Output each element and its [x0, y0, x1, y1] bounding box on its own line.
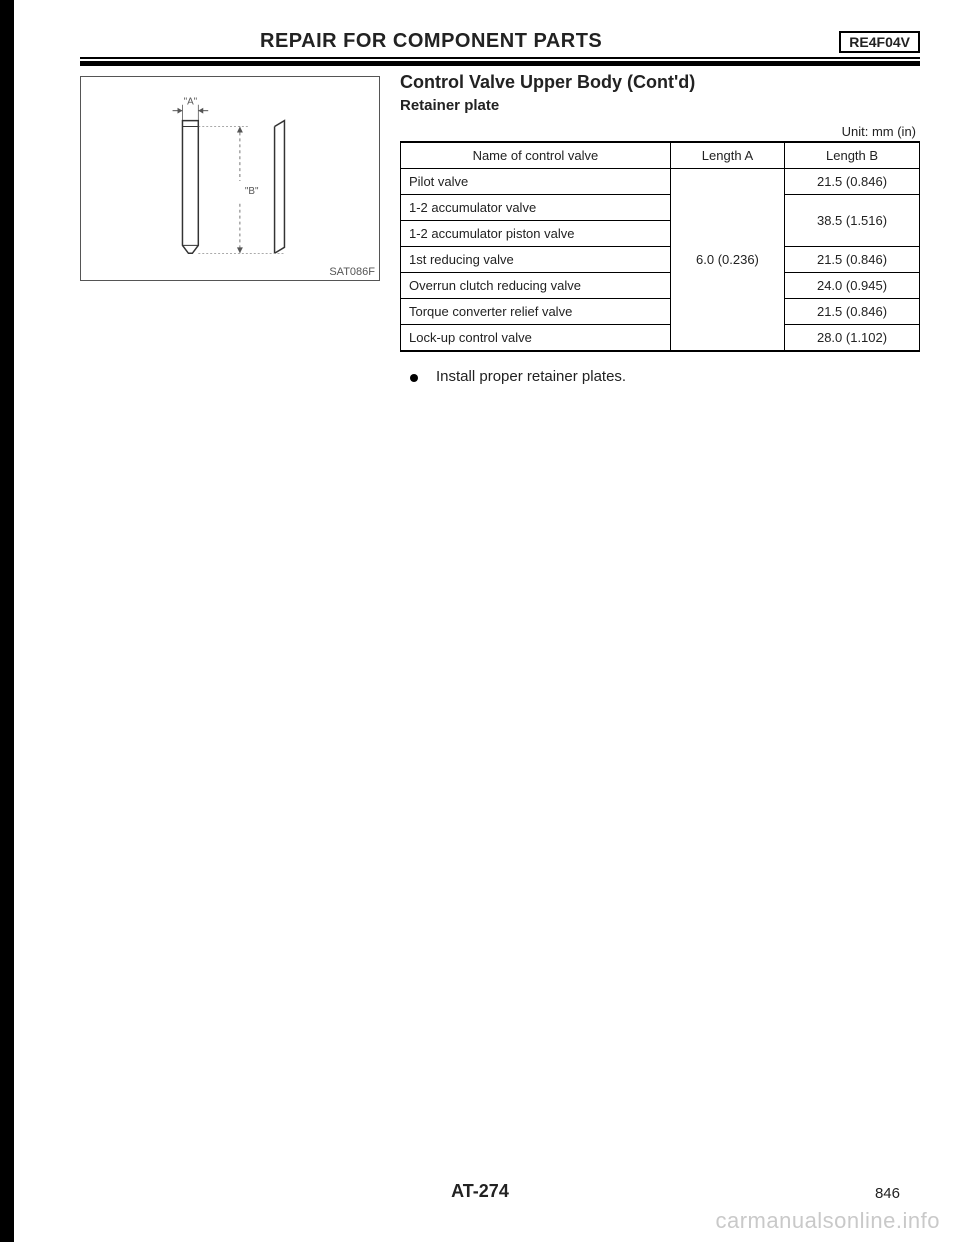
right-column: Control Valve Upper Body (Cont'd) Retain… [390, 72, 920, 385]
cell-length-b: 21.5 (0.846) [785, 247, 920, 273]
header-row: REPAIR FOR COMPONENT PARTS RE4F04V [30, 30, 930, 55]
diagram-svg: "A" "B" [81, 77, 379, 280]
section-subtitle: Retainer plate [400, 97, 920, 114]
col-length-b: Length B [785, 142, 920, 169]
dim-label-a: "A" [184, 97, 198, 108]
divider-thin [80, 57, 920, 59]
table-row: Lock-up control valve 28.0 (1.102) [401, 325, 920, 352]
col-length-a: Length A [670, 142, 784, 169]
retainer-table: Name of control valve Length A Length B … [400, 141, 920, 352]
table-header-row: Name of control valve Length A Length B [401, 142, 920, 169]
cell-name: 1st reducing valve [401, 247, 671, 273]
table-row: 1-2 accumulator valve 38.5 (1.516) [401, 195, 920, 221]
cell-name: Overrun clutch reducing valve [401, 273, 671, 299]
instruction-line: Install proper retainer plates. [400, 368, 920, 385]
cell-name: Pilot valve [401, 169, 671, 195]
left-column: "A" "B" [80, 72, 390, 385]
footer-section-page: AT-274 [0, 1181, 960, 1202]
diagram-ref: SAT086F [329, 266, 375, 278]
cell-name: Lock-up control valve [401, 325, 671, 352]
left-black-strip [0, 0, 14, 1242]
model-code-box: RE4F04V [839, 31, 920, 53]
cell-name: 1-2 accumulator piston valve [401, 221, 671, 247]
table-row: Torque converter relief valve 21.5 (0.84… [401, 299, 920, 325]
instruction-text: Install proper retainer plates. [436, 368, 626, 385]
unit-label: Unit: mm (in) [400, 124, 920, 139]
cell-length-b: 38.5 (1.516) [785, 195, 920, 247]
table-row: 1st reducing valve 21.5 (0.846) [401, 247, 920, 273]
content-area: "A" "B" [30, 72, 930, 385]
page-title: REPAIR FOR COMPONENT PARTS [260, 30, 602, 53]
col-name: Name of control valve [401, 142, 671, 169]
cell-length-b: 21.5 (0.846) [785, 299, 920, 325]
table-row: Overrun clutch reducing valve 24.0 (0.94… [401, 273, 920, 299]
footer-page-number: 846 [875, 1185, 900, 1202]
cell-length-a: 6.0 (0.236) [670, 169, 784, 352]
cell-name: 1-2 accumulator valve [401, 195, 671, 221]
cell-length-b: 24.0 (0.945) [785, 273, 920, 299]
cell-length-b: 21.5 (0.846) [785, 169, 920, 195]
dim-label-b: "B" [245, 186, 259, 197]
cell-name: Torque converter relief valve [401, 299, 671, 325]
watermark: carmanualsonline.info [715, 1208, 940, 1234]
retainer-diagram: "A" "B" [80, 76, 380, 281]
divider-thick [80, 61, 920, 66]
section-title: Control Valve Upper Body (Cont'd) [400, 72, 920, 93]
bullet-icon [410, 374, 418, 382]
table-row: Pilot valve 6.0 (0.236) 21.5 (0.846) [401, 169, 920, 195]
cell-length-b: 28.0 (1.102) [785, 325, 920, 352]
